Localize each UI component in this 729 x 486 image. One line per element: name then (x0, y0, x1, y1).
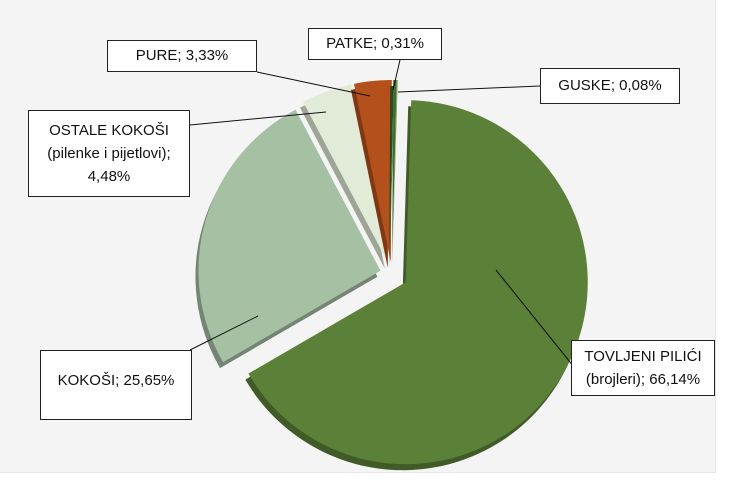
category-label: OSTALE KOKOŠI (pilenke i pijetlovi) (47, 122, 169, 162)
category-label: GUSKE (558, 77, 611, 94)
leader-line (256, 71, 371, 97)
separator: ; (640, 371, 650, 388)
separator: ; (610, 77, 620, 94)
category-label: KOKOŠI (57, 372, 116, 389)
value-label: 0,08% (619, 77, 662, 94)
leader-line (495, 269, 579, 373)
category-label: TOVLJENI PILIĆI (brojleri) (584, 348, 702, 388)
category-label: PURE (135, 47, 178, 64)
separator: ; (177, 47, 186, 64)
value-label: 66,14% (649, 371, 701, 388)
separator: ; (166, 145, 171, 162)
leader-line (397, 85, 541, 93)
leader-line (189, 315, 259, 351)
category-label: PATKE (326, 35, 374, 52)
data-label: GUSKE; 0,08% (540, 68, 680, 104)
slice-depth (389, 86, 394, 269)
separator: ; (115, 372, 124, 389)
pie-slice (353, 80, 392, 263)
slice-depth (389, 86, 395, 269)
pie-slice (392, 80, 398, 263)
value-label: 4,48% (87, 168, 131, 185)
leader-line (392, 59, 401, 91)
data-label: PATKE; 0,31% (308, 28, 442, 60)
data-label: KOKOŠI; 25,65% (40, 350, 192, 420)
data-label: PURE; 3,33% (107, 40, 257, 72)
pie-slice (303, 84, 388, 263)
leader-line (189, 111, 327, 126)
data-label: TOVLJENI PILIĆI (brojleri); 66,14% (571, 340, 715, 396)
pie-slice (248, 100, 588, 465)
separator: ; (373, 35, 382, 52)
value-label: 3,33% (185, 47, 229, 64)
value-label: 0,31% (381, 35, 424, 52)
pie-slice (198, 109, 381, 363)
data-label: OSTALE KOKOŠI (pilenke i pijetlovi); 4,4… (28, 110, 190, 197)
value-label: 25,65% (123, 372, 175, 389)
